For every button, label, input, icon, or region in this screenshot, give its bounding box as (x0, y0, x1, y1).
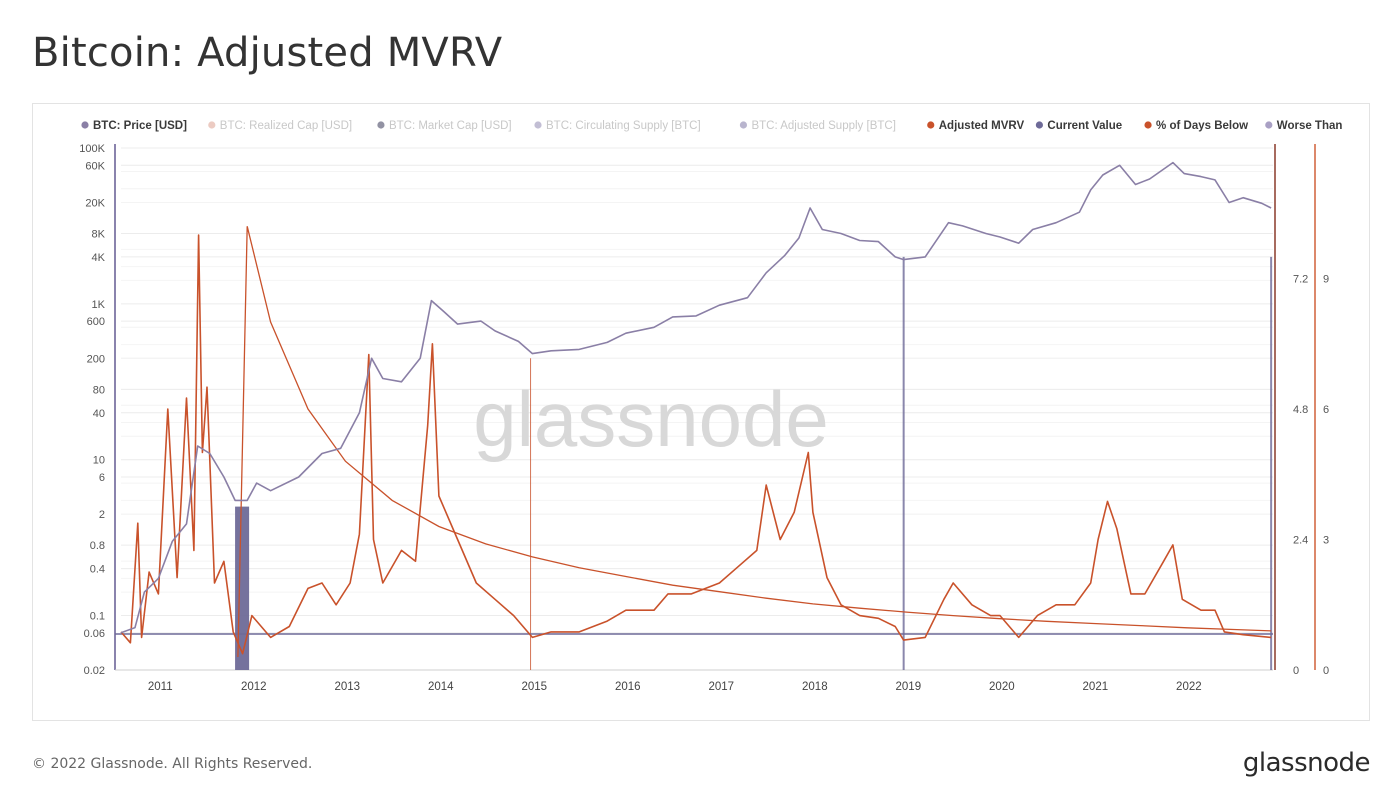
y-left-tick-label: 40 (93, 408, 105, 420)
legend-item-btc-price-usd[interactable]: BTC: Price [USD] (81, 120, 187, 132)
legend-item-adjusted-mvrv[interactable]: Adjusted MVRV (927, 120, 1024, 132)
y-left-tick-label: 6 (99, 472, 105, 484)
y-right1-tick-label: 0 (1293, 665, 1299, 677)
legend-marker-btc-realized-cap-usd (208, 121, 216, 129)
legend-marker-btc-adjusted-supply-btc (739, 121, 748, 129)
x-tick-label: 2018 (802, 681, 828, 693)
x-tick-label: 2017 (709, 681, 735, 693)
y-left-tick-label: 0.1 (90, 611, 105, 623)
x-tick-label: 2011 (148, 681, 173, 693)
y-right2-tick-label: 6 (1323, 404, 1329, 416)
legend-marker-adjusted-mvrv (927, 121, 935, 129)
legend-marker-worse-than (1265, 121, 1273, 129)
left-axis: 100K 60K 20K 8K 4K 1K 600 200 80 40 10 6 2 0.8 0.4 0.1 0… (79, 143, 116, 677)
watermark: glassnode (473, 375, 829, 463)
y-left-tick-label: 1K (92, 299, 106, 311)
y-left-tick-label: 0.02 (84, 665, 105, 677)
legend-label-current-value: Current Value (1047, 120, 1122, 132)
legend-marker-btc-market-cap-usd (377, 121, 385, 129)
y-left-tick-label: 200 (87, 353, 105, 365)
right-axis-1: 7.2 4.8 2.4 0 (1274, 144, 1308, 677)
x-tick-label: 2020 (989, 681, 1015, 693)
y-left-tick-label: 60K (85, 160, 105, 172)
y-left-tick-label: 2 (99, 509, 105, 521)
y-right2-tick-label: 9 (1323, 274, 1329, 286)
glassnode-logo[interactable]: glassnode (1242, 748, 1371, 778)
y-left-tick-label: 100K (79, 143, 105, 155)
legend-item-btc-realized-cap-usd[interactable]: BTC: Realized Cap [USD] (208, 120, 352, 132)
y-left-tick-label: 0.4 (90, 564, 105, 576)
chart-frame: BTC: Price [USD] BTC: Realized Cap [USD] B… (32, 103, 1370, 721)
legend-item-btc-circulating-supply-btc[interactable]: BTC: Circulating Supply [BTC] (534, 120, 701, 132)
x-tick-label: 2014 (428, 681, 454, 693)
copyright-footer: © 2022 Glassnode. All Rights Reserved. (32, 756, 313, 772)
series-line-adjusted-mvrv (120, 234, 1272, 655)
series-line-percent-days-below (237, 226, 1272, 658)
legend-label-btc-adjusted-supply-btc: BTC: Adjusted Supply [BTC] (751, 120, 895, 132)
legend-item-worse-than[interactable]: Worse Than (1265, 120, 1342, 132)
y-right1-tick-label: 7.2 (1293, 274, 1308, 286)
x-tick-label: 2022 (1176, 681, 1202, 693)
legend-item-btc-market-cap-usd[interactable]: BTC: Market Cap [USD] (377, 120, 512, 132)
y-right2-tick-label: 0 (1323, 665, 1329, 677)
x-tick-label: 2016 (615, 681, 641, 693)
y-left-tick-label: 80 (93, 384, 105, 396)
y-right2-tick-label: 3 (1323, 535, 1329, 547)
legend: BTC: Price [USD] BTC: Realized Cap [USD] B… (81, 120, 1342, 132)
x-tick-label: 2021 (1083, 681, 1109, 693)
legend-label-of-days-below: % of Days Below (1156, 120, 1248, 132)
x-tick-label: 2013 (334, 681, 360, 693)
legend-label-btc-price-usd: BTC: Price [USD] (93, 120, 187, 132)
right-axis-2: 9 6 3 0 (1314, 144, 1329, 677)
legend-label-btc-market-cap-usd: BTC: Market Cap [USD] (389, 120, 512, 132)
x-tick-label: 2015 (522, 681, 548, 693)
legend-item-btc-adjusted-supply-btc[interactable]: BTC: Adjusted Supply [BTC] (739, 120, 896, 132)
y-right1-tick-label: 2.4 (1293, 535, 1308, 547)
legend-marker-current-value (1035, 121, 1043, 129)
legend-item-current-value[interactable]: Current Value (1035, 120, 1122, 132)
x-tick-label: 2012 (241, 681, 267, 693)
y-left-tick-label: 0.8 (90, 540, 105, 552)
legend-label-worse-than: Worse Than (1277, 120, 1343, 132)
legend-marker-of-days-below (1144, 121, 1152, 129)
y-left-tick-label: 10 (93, 455, 105, 467)
y-left-tick-label: 20K (85, 197, 105, 209)
legend-label-btc-circulating-supply-btc: BTC: Circulating Supply [BTC] (546, 120, 701, 132)
y-right1-tick-label: 4.8 (1293, 404, 1308, 416)
y-left-tick-label: 4K (92, 252, 106, 264)
legend-marker-btc-circulating-supply-btc (534, 121, 542, 129)
y-left-tick-label: 600 (87, 316, 105, 328)
plot-area (115, 161, 1273, 670)
y-left-tick-label: 0.06 (84, 628, 105, 640)
series-line-btc-price (120, 161, 1272, 634)
legend-item-of-days-below[interactable]: % of Days Below (1144, 120, 1248, 132)
x-axis: 2011 2012 2013 2014 2015 2016 2017 2018 2019 2020… (115, 669, 1273, 693)
highlight-band (235, 506, 250, 670)
legend-label-adjusted-mvrv: Adjusted MVRV (939, 120, 1025, 132)
chart-svg: BTC: Price [USD] BTC: Realized Cap [USD] B… (79, 120, 1342, 693)
legend-label-btc-realized-cap-usd: BTC: Realized Cap [USD] (220, 120, 352, 132)
y-left-tick-label: 8K (92, 228, 106, 240)
legend-marker-btc-price-usd (81, 121, 89, 129)
x-tick-label: 2019 (896, 681, 922, 693)
page-title: Bitcoin: Adjusted MVRV (32, 30, 503, 76)
